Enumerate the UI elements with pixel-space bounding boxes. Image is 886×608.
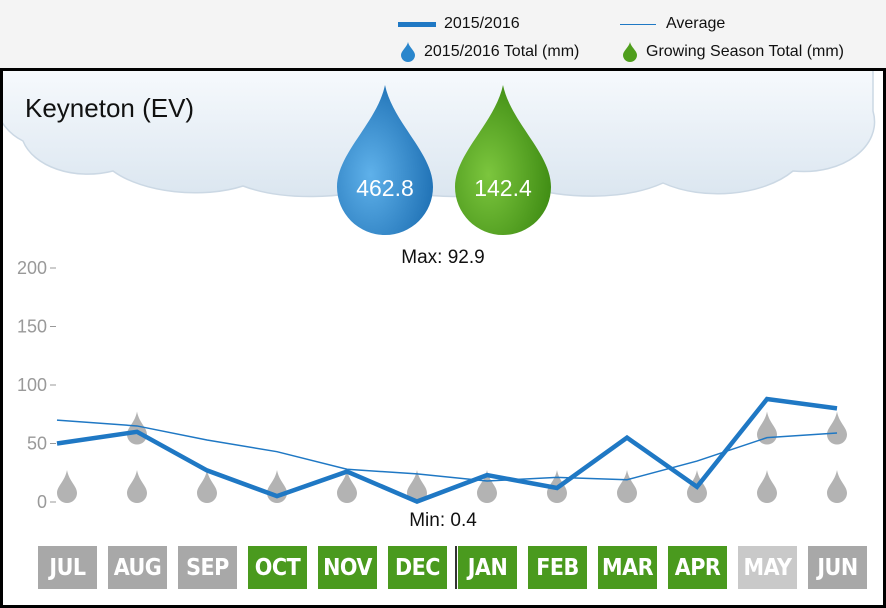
month-button-dec[interactable]: DEC — [388, 546, 447, 589]
average-line — [56, 419, 838, 482]
season-total-drop: 462.8 — [335, 83, 435, 235]
legend-total: 2015/2016 Total (mm) — [400, 42, 579, 62]
chart-panel: Keyneton (EV) 462.8 142.4 Max: 92 — [0, 68, 886, 608]
legend-series-swatch — [398, 21, 436, 27]
month-button-oct[interactable]: OCT — [248, 546, 307, 589]
y-tick-label: 100 — [17, 375, 47, 395]
legend-growing-label: Growing Season Total (mm) — [646, 43, 844, 60]
rain-drop-marker — [127, 470, 147, 504]
rain-drop-marker — [827, 411, 847, 445]
growing-total-drop: 142.4 — [453, 83, 553, 235]
rain-drop-marker — [57, 470, 77, 504]
legend-average-label: Average — [666, 15, 726, 32]
y-tick-label: 150 — [17, 317, 47, 337]
legend-total-label: 2015/2016 Total (mm) — [424, 43, 580, 60]
station-title: Keyneton (EV) — [25, 93, 195, 123]
year-divider — [455, 546, 457, 589]
series-line-2015-2016 — [56, 396, 838, 504]
legend-growing: Growing Season Total (mm) — [622, 42, 844, 62]
month-button-sep[interactable]: SEP — [178, 546, 237, 589]
month-button-mar[interactable]: MAR — [598, 546, 657, 589]
rain-drop-marker — [407, 470, 427, 504]
rain-drop-marker — [197, 470, 217, 504]
legend-average: Average — [620, 15, 725, 33]
chart-legend: 2015/2016 Average 2015/2016 Total (mm) G… — [0, 0, 886, 68]
green-drop-icon — [455, 85, 551, 235]
y-tick-label: 200 — [17, 258, 47, 278]
month-button-jun[interactable]: JUN — [808, 546, 867, 589]
rain-drop-marker — [477, 470, 497, 504]
month-button-feb[interactable]: FEB — [528, 546, 587, 589]
min-label: Min: 0.4 — [409, 510, 477, 531]
max-label: Max: 92.9 — [401, 247, 485, 268]
month-button-aug[interactable]: AUG — [108, 546, 167, 589]
rain-drop-marker — [337, 470, 357, 504]
legend-series-label: 2015/2016 — [444, 15, 520, 32]
growing-total-value: 142.4 — [474, 175, 532, 201]
month-button-jul[interactable]: JUL — [38, 546, 97, 589]
rain-drop-marker — [757, 411, 777, 445]
month-button-nov[interactable]: NOV — [318, 546, 377, 589]
month-button-apr[interactable]: APR — [668, 546, 727, 589]
month-button-may[interactable]: MAY — [738, 546, 797, 589]
blue-drop-icon — [337, 85, 433, 235]
blue-drop-icon — [401, 42, 415, 62]
line-chart: 200 150 100 50 0 — [17, 258, 847, 512]
rain-drop-marker — [757, 470, 777, 504]
month-button-jan[interactable]: JAN — [458, 546, 517, 589]
rain-drop-marker — [617, 470, 637, 504]
green-drop-icon — [623, 42, 637, 62]
legend-series: 2015/2016 — [398, 15, 520, 33]
season-total-value: 462.8 — [356, 175, 414, 201]
y-tick-label: 50 — [27, 434, 47, 454]
y-tick-label: 0 — [37, 492, 47, 512]
rain-drop-marker — [827, 470, 847, 504]
legend-average-swatch — [620, 23, 656, 25]
